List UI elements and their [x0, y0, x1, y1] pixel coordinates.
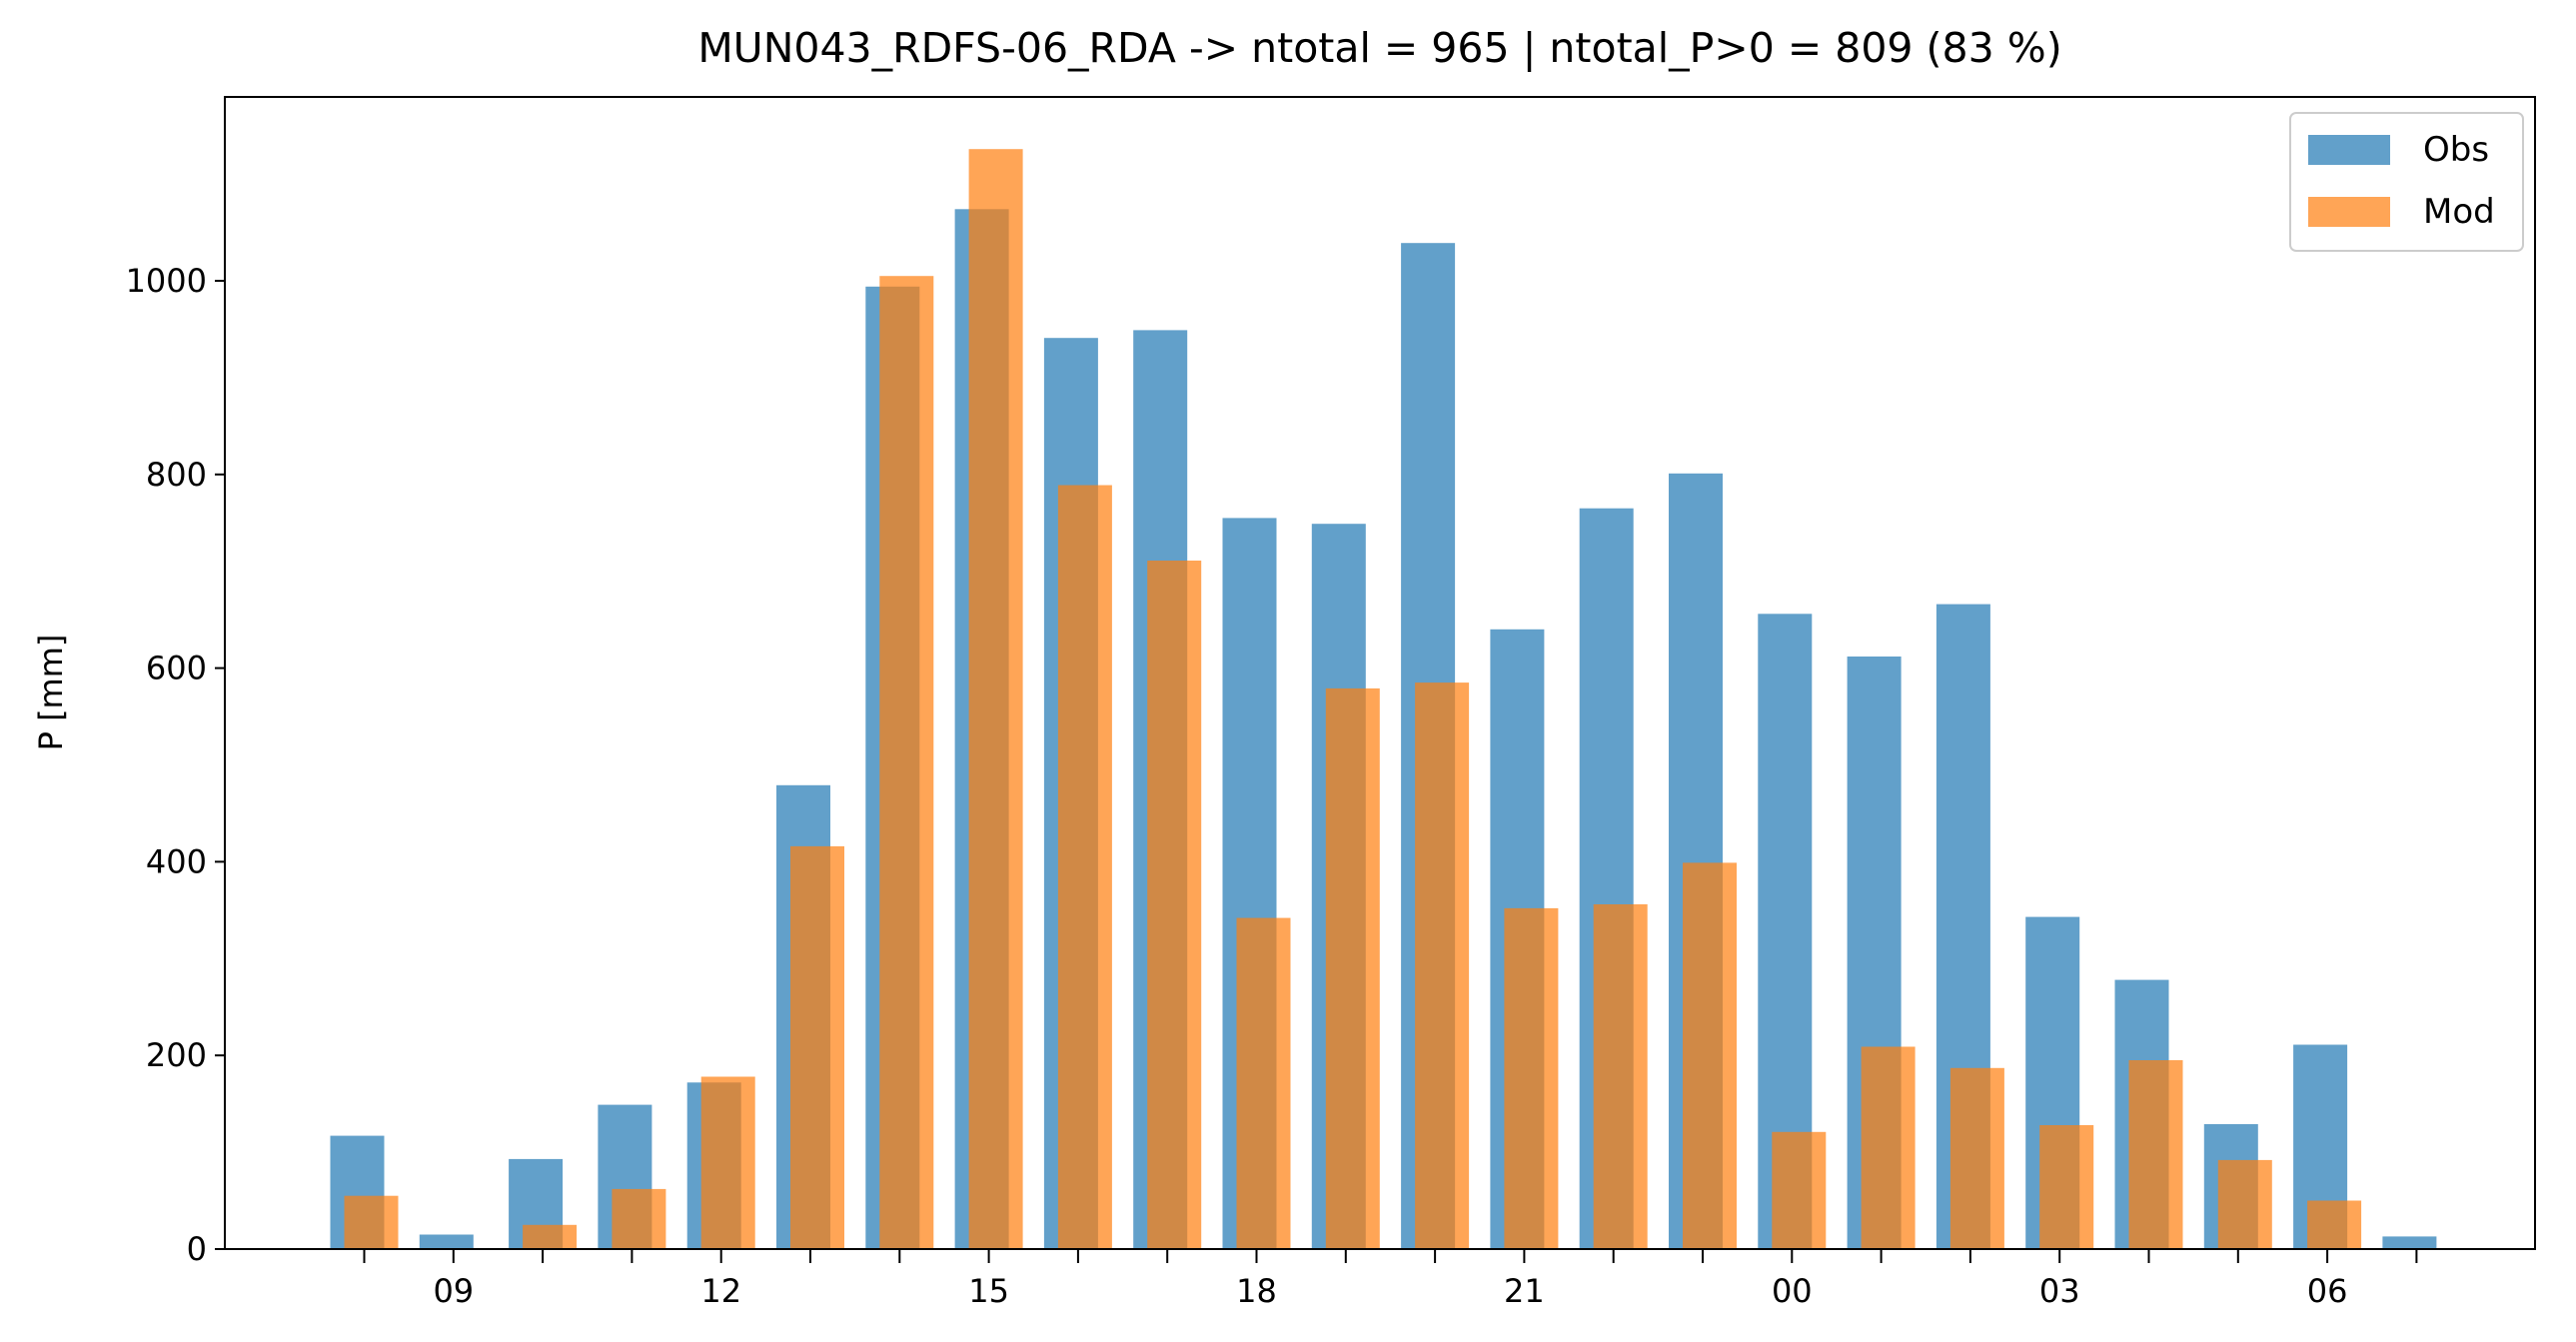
y-axis-label: P [mm] [32, 635, 70, 751]
bar-mod-22 [1593, 904, 1648, 1249]
bar-obs-09 [419, 1234, 474, 1249]
bar-mod-23 [1683, 862, 1737, 1249]
plot-frame [224, 96, 2536, 1250]
bar-mod-13 [790, 845, 844, 1249]
bar-mod-00 [1772, 1131, 1827, 1249]
x-tick-label: 09 [433, 1272, 474, 1310]
legend-mod-label: Mod [2423, 192, 2495, 232]
chart-title: MUN043_RDFS-06_RDA -> ntotal = 965 | nto… [697, 24, 2061, 72]
y-tick-label: 600 [146, 650, 207, 687]
x-tick-label: 18 [1236, 1272, 1277, 1310]
legend-mod-swatch [2308, 197, 2390, 227]
bar-mod-12 [700, 1076, 755, 1249]
bar-mod-11 [612, 1188, 666, 1249]
bar-mod-06 [2307, 1200, 2362, 1249]
bar-mod-05 [2217, 1159, 2272, 1249]
bar-mod-02 [1949, 1067, 2004, 1249]
bar-mod-20 [1415, 682, 1470, 1249]
bar-mod-01 [1861, 1046, 1916, 1249]
x-axis: 09 12 15 18 21 00 03 06 [363, 1249, 2418, 1310]
bar-mod-04 [2128, 1060, 2183, 1249]
bar-mod-18 [1236, 917, 1291, 1249]
bar-obs-07 [2382, 1236, 2437, 1249]
y-tick-label: 400 [146, 842, 207, 880]
y-tick-label: 1000 [126, 262, 207, 300]
legend-obs-swatch [2308, 135, 2390, 165]
bar-mod-16 [1057, 485, 1112, 1249]
obs-series [330, 209, 2437, 1249]
bar-mod-14 [879, 276, 934, 1249]
legend-obs-label: Obs [2423, 130, 2489, 170]
bar-mod-03 [2039, 1125, 2094, 1249]
bar-mod-08 [344, 1195, 399, 1249]
bar-mod-19 [1325, 687, 1380, 1249]
bar-mod-15 [968, 149, 1023, 1250]
bar-mod-21 [1504, 907, 1559, 1249]
y-tick-label: 800 [146, 456, 207, 494]
x-tick-label: 15 [968, 1272, 1009, 1310]
x-tick-label: 00 [1772, 1272, 1813, 1310]
x-tick-label: 03 [2039, 1272, 2080, 1310]
legend: Obs Mod [2289, 112, 2524, 252]
y-axis: 0 200 400 600 800 1000 [126, 262, 225, 1268]
y-tick-label: 0 [187, 1230, 207, 1268]
x-tick-label: 06 [2307, 1272, 2348, 1310]
bar-mod-10 [523, 1224, 578, 1249]
mod-series [344, 149, 2362, 1250]
x-tick-label: 12 [700, 1272, 741, 1310]
bar-mod-17 [1147, 561, 1202, 1249]
y-tick-label: 200 [146, 1036, 207, 1074]
x-tick-label: 21 [1504, 1272, 1545, 1310]
